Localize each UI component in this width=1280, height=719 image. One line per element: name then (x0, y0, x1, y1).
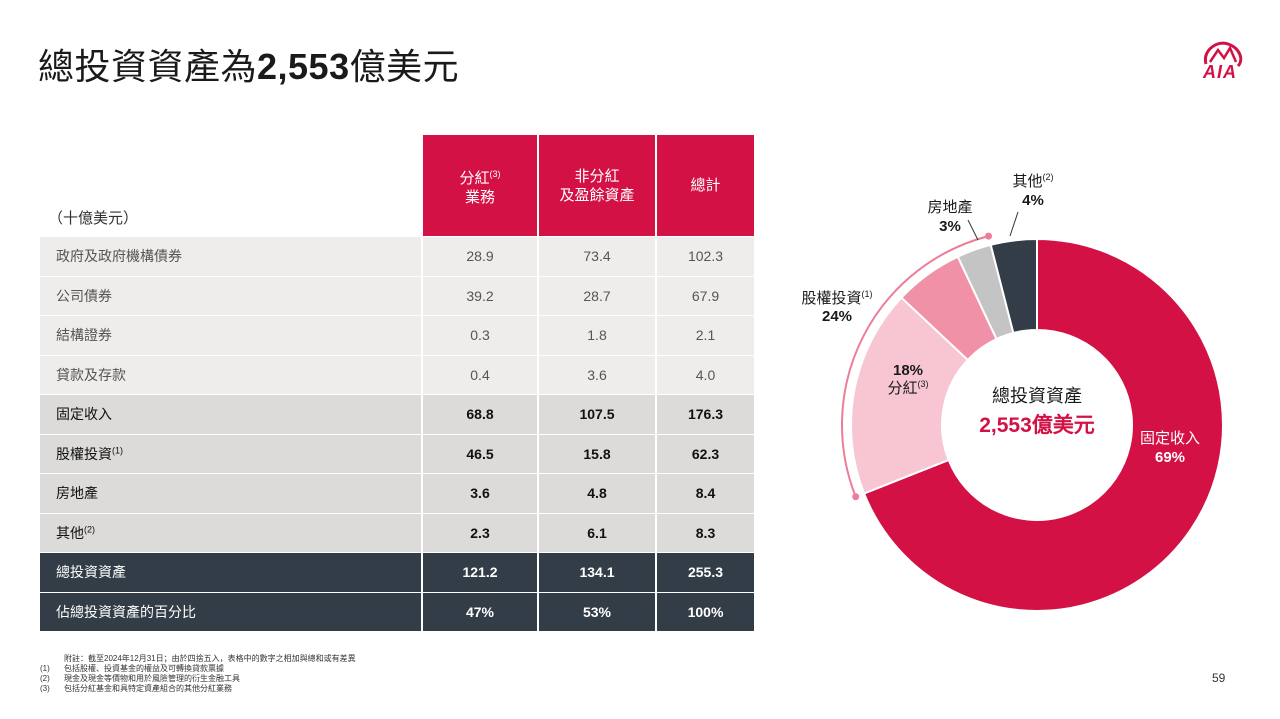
row-label: 股權投資(1) (40, 434, 423, 474)
cell-value: 28.7 (538, 276, 657, 316)
row-label: 總投資資產 (40, 552, 423, 593)
cell-value: 28.9 (422, 236, 539, 277)
cell-value: 3.6 (422, 473, 539, 514)
sub-slice-value: 18% (893, 362, 923, 379)
row-label: 政府及政府機構債券 (40, 236, 423, 277)
donut-slice (862, 237, 1224, 612)
leader-line (967, 219, 979, 241)
cell-value: 2.3 (422, 513, 539, 553)
table-row: 固定收入 68.8 107.5 176.3 (40, 394, 756, 435)
cell-value: 47% (422, 592, 539, 632)
footnote: (3) 包括分紅基金和具特定資產組合的其他分紅業務 (40, 684, 232, 693)
slice-value: 24% (822, 308, 852, 325)
cell-value: 2.1 (656, 315, 756, 356)
table-row: 房地產 3.6 4.8 8.4 (40, 473, 756, 514)
col-header: 總計 (656, 135, 756, 237)
cell-value: 3.6 (538, 355, 657, 395)
cell-value: 4.8 (538, 473, 657, 514)
cell-value: 102.3 (656, 236, 756, 277)
cell-value: 15.8 (538, 434, 657, 474)
row-label: 結構證券 (40, 315, 423, 356)
footnote: (2) 現金及現金等價物和用於風險管理的衍生金融工具 (40, 674, 240, 683)
table-row: 其他(2) 2.3 6.1 8.3 (40, 513, 756, 553)
cell-value: 39.2 (422, 276, 539, 316)
page-title: 總投資資產為2,553億美元 (38, 46, 460, 87)
cell-value: 6.1 (538, 513, 657, 553)
slice-value: 4% (1022, 192, 1044, 209)
footnote: (1) 包括股權、投資基金的權益及可轉換貸款票據 (40, 664, 224, 673)
asset-donut-chart: 總投資資產2,553億美元固定收入69%股權投資(1)24%分紅(3)18%房地… (801, 172, 1224, 612)
page-number: 59 (1212, 671, 1226, 685)
cell-value: 176.3 (656, 394, 756, 435)
row-label: 公司債券 (40, 276, 423, 316)
table-row: 股權投資(1) 46.5 15.8 62.3 (40, 434, 756, 474)
row-label: 其他(2) (40, 513, 423, 553)
unit-label: （十億美元） (40, 135, 423, 237)
cell-value: 62.3 (656, 434, 756, 474)
col-header: 分紅(3) 業務 (422, 135, 539, 237)
slice-label: 固定收入 (1140, 430, 1200, 447)
donut-slice (989, 237, 1038, 335)
donut-sub-slice (850, 296, 970, 495)
cell-value: 255.3 (656, 552, 756, 593)
cell-value: 1.8 (538, 315, 657, 356)
table-row: 總投資資產 121.2 134.1 255.3 (40, 552, 756, 593)
slice-label: 股權投資(1) (801, 289, 872, 307)
aia-logo-icon (1203, 41, 1243, 68)
cell-value: 73.4 (538, 236, 657, 277)
cell-value: 53% (538, 592, 657, 632)
footnotes: 附註：截至2024年12月31日；由於四捨五入，表格中的數字之相加與總和或有差異… (40, 654, 356, 694)
center-label: 總投資資產 (992, 386, 1082, 406)
cell-value: 8.3 (656, 513, 756, 553)
cell-value: 0.3 (422, 315, 539, 356)
cell-value: 4.0 (656, 355, 756, 395)
table-row: 政府及政府機構債券 28.9 73.4 102.3 (40, 236, 756, 277)
row-label: 佔總投資資產的百分比 (40, 592, 423, 632)
participating-bracket (841, 235, 989, 498)
cell-value: 8.4 (656, 473, 756, 514)
table-row: 結構證券 0.3 1.8 2.1 (40, 315, 756, 356)
row-label: 貸款及存款 (40, 355, 423, 395)
bracket-dot (852, 493, 860, 501)
bracket-dot (985, 232, 993, 240)
table-row: 公司債券 39.2 28.7 67.9 (40, 276, 756, 316)
table-row: 佔總投資資產的百分比 47% 53% 100% (40, 592, 756, 632)
slice-value: 69% (1155, 449, 1185, 466)
cell-value: 134.1 (538, 552, 657, 593)
cell-value: 107.5 (538, 394, 657, 435)
slice-label: 房地產 (927, 199, 972, 216)
investment-table: （十億美元） 分紅(3) 業務 非分紅 及盈餘資產 總計 政府及政府機構債券 28.9… (40, 135, 756, 632)
cell-value: 100% (656, 592, 756, 632)
cell-value: 68.8 (422, 394, 539, 435)
cell-value: 67.9 (656, 276, 756, 316)
row-label: 固定收入 (40, 394, 423, 435)
table-row: 貸款及存款 0.4 3.6 4.0 (40, 355, 756, 395)
slice-label: 其他(2) (1012, 172, 1053, 190)
col-header: 非分紅 及盈餘資產 (538, 135, 657, 237)
footnote: 附註：截至2024年12月31日；由於四捨五入，表格中的數字之相加與總和或有差異 (64, 654, 356, 663)
cell-value: 46.5 (422, 434, 539, 474)
cell-value: 121.2 (422, 552, 539, 593)
cell-value: 0.4 (422, 355, 539, 395)
slice-value: 3% (939, 218, 961, 235)
leader-line (1009, 211, 1019, 237)
center-value: 2,553億美元 (979, 413, 1095, 437)
aia-logo-text: AIA (1203, 62, 1237, 82)
row-label: 房地產 (40, 473, 423, 514)
